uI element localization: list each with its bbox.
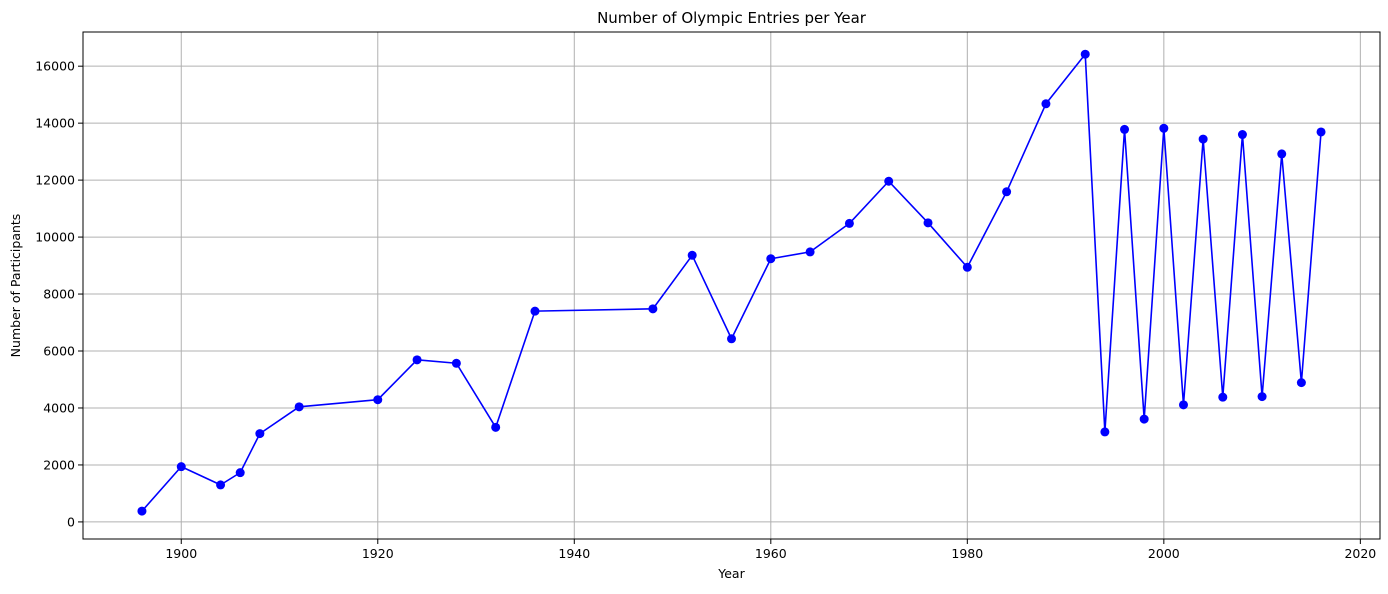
data-point — [805, 247, 815, 257]
data-point — [1277, 149, 1287, 159]
y-tick-label: 6000 — [43, 344, 75, 359]
data-point — [235, 468, 245, 478]
x-tick-label: 1960 — [755, 546, 787, 561]
data-point — [412, 355, 422, 365]
chart-title: Number of Olympic Entries per Year — [597, 9, 867, 27]
data-point — [176, 462, 186, 472]
data-point — [216, 480, 226, 490]
x-tick-label: 1940 — [558, 546, 590, 561]
data-point — [1139, 414, 1149, 424]
x-tick-label: 2020 — [1344, 546, 1376, 561]
data-point — [1257, 392, 1267, 402]
x-tick-label: 2000 — [1148, 546, 1180, 561]
data-point — [1080, 49, 1090, 59]
y-tick-label: 12000 — [35, 173, 75, 188]
y-axis-title: Number of Participants — [8, 214, 23, 358]
data-point — [727, 334, 736, 344]
data-point — [766, 254, 776, 264]
y-tick-label: 16000 — [35, 59, 75, 74]
data-point — [294, 402, 304, 412]
data-point — [137, 506, 147, 516]
data-point — [491, 422, 501, 432]
data-point — [1237, 130, 1247, 140]
data-point — [373, 395, 383, 405]
data-point — [1316, 127, 1326, 137]
y-tick-label: 2000 — [43, 457, 75, 472]
data-point — [884, 176, 894, 186]
data-point — [648, 304, 658, 314]
axis-ticks: 1900 1920 1940 1960 1980 2000 2020 0 2000 4000 600… — [35, 59, 1376, 561]
data-point — [1159, 123, 1169, 133]
data-point — [1296, 378, 1306, 388]
x-tick-label: 1900 — [165, 546, 197, 561]
data-point — [1178, 400, 1188, 410]
data-point — [923, 218, 933, 228]
data-point — [255, 429, 265, 439]
y-tick-label: 10000 — [35, 230, 75, 245]
x-axis-title: Year — [717, 566, 745, 581]
data-point — [1002, 187, 1012, 197]
data-point — [1100, 427, 1110, 437]
series-layer — [137, 49, 1326, 516]
plot-frame — [82, 31, 1381, 540]
y-tick-label: 4000 — [43, 400, 75, 415]
data-point — [1218, 392, 1228, 402]
grid-lines — [83, 32, 1380, 539]
data-point — [844, 218, 854, 228]
data-point — [687, 250, 697, 260]
data-point — [1120, 124, 1130, 134]
x-tick-label: 1920 — [362, 546, 394, 561]
data-point — [1198, 134, 1208, 144]
y-tick-label: 0 — [67, 514, 75, 529]
data-point — [451, 358, 461, 368]
data-point — [962, 262, 972, 272]
y-tick-label: 14000 — [35, 116, 75, 131]
x-tick-label: 1980 — [951, 546, 983, 561]
data-point — [530, 306, 540, 316]
data-point — [1041, 99, 1051, 109]
y-tick-label: 8000 — [43, 287, 75, 302]
